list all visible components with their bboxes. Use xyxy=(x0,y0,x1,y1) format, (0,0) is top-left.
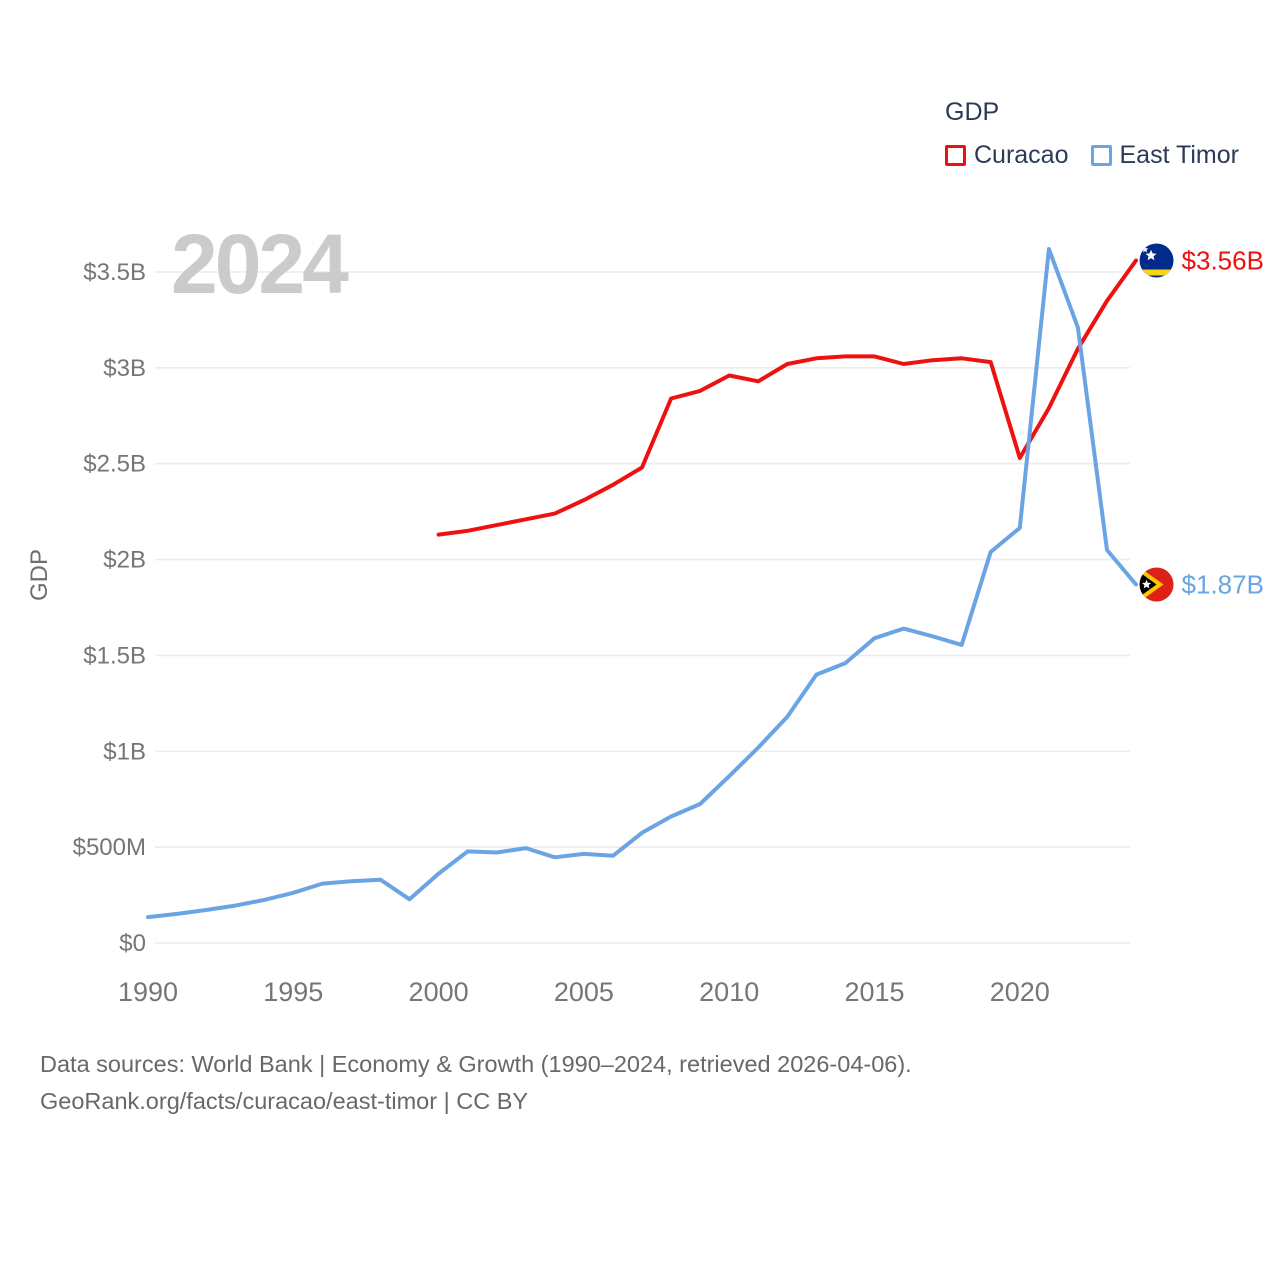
y-tick-label: $3.5B xyxy=(83,259,146,286)
x-tick-label: 2010 xyxy=(699,977,759,1007)
curacao-swatch-icon xyxy=(945,145,966,166)
legend-title: GDP xyxy=(945,98,1000,126)
footer-license-line: GeoRank.org/facts/curacao/east-timor | C… xyxy=(40,1088,529,1114)
y-tick-label: $0 xyxy=(119,930,146,957)
legend-item-curacao[interactable]: Curacao xyxy=(945,141,1069,170)
x-tick-label: 2020 xyxy=(990,977,1050,1007)
y-tick-label: $1B xyxy=(103,738,146,765)
chart-plot-area: $0 $500M $1B $1.5B $2B $2.5B $3B $3.5B 1990 1995 2… xyxy=(73,241,1264,1007)
east-timor-flag-icon xyxy=(1138,565,1176,603)
series-line-east-timor xyxy=(146,247,1138,920)
legend-label-east-timor: East Timor xyxy=(1119,141,1239,169)
x-tick-label: 2000 xyxy=(409,977,469,1007)
end-value-label-curacao: $3.56B xyxy=(1182,245,1264,275)
footer-sources-line: Data sources: World Bank | Economy & Gro… xyxy=(40,1051,912,1077)
footer-attribution: Data sources: World Bank | Economy & Gro… xyxy=(40,1046,912,1120)
y-axis-title: GDP xyxy=(26,548,53,601)
y-tick-label: $3B xyxy=(103,355,146,382)
y-tick-label: $2B xyxy=(103,547,146,574)
east-timor-swatch-icon xyxy=(1090,145,1112,166)
x-tick-label: 2005 xyxy=(554,977,614,1007)
y-tick-label: $500M xyxy=(73,834,146,861)
legend-items: Curacao East Timor xyxy=(945,141,1265,170)
watermark-year: 2024 xyxy=(171,217,349,311)
curacao-flag-icon xyxy=(1138,241,1176,279)
y-tick-label: $2.5B xyxy=(83,451,146,478)
legend-item-east-timor[interactable]: East Timor xyxy=(1090,141,1239,170)
x-tick-label: 2015 xyxy=(844,977,904,1007)
x-tick-label: 1990 xyxy=(118,977,178,1007)
series-line-curacao xyxy=(436,258,1138,537)
y-tick-label: $1.5B xyxy=(83,642,146,669)
x-tick-label: 1995 xyxy=(263,977,323,1007)
legend-label-curacao: Curacao xyxy=(974,141,1069,169)
legend: GDP Curacao East Timor xyxy=(945,98,1265,170)
end-value-label-east-timor: $1.87B xyxy=(1182,569,1264,599)
